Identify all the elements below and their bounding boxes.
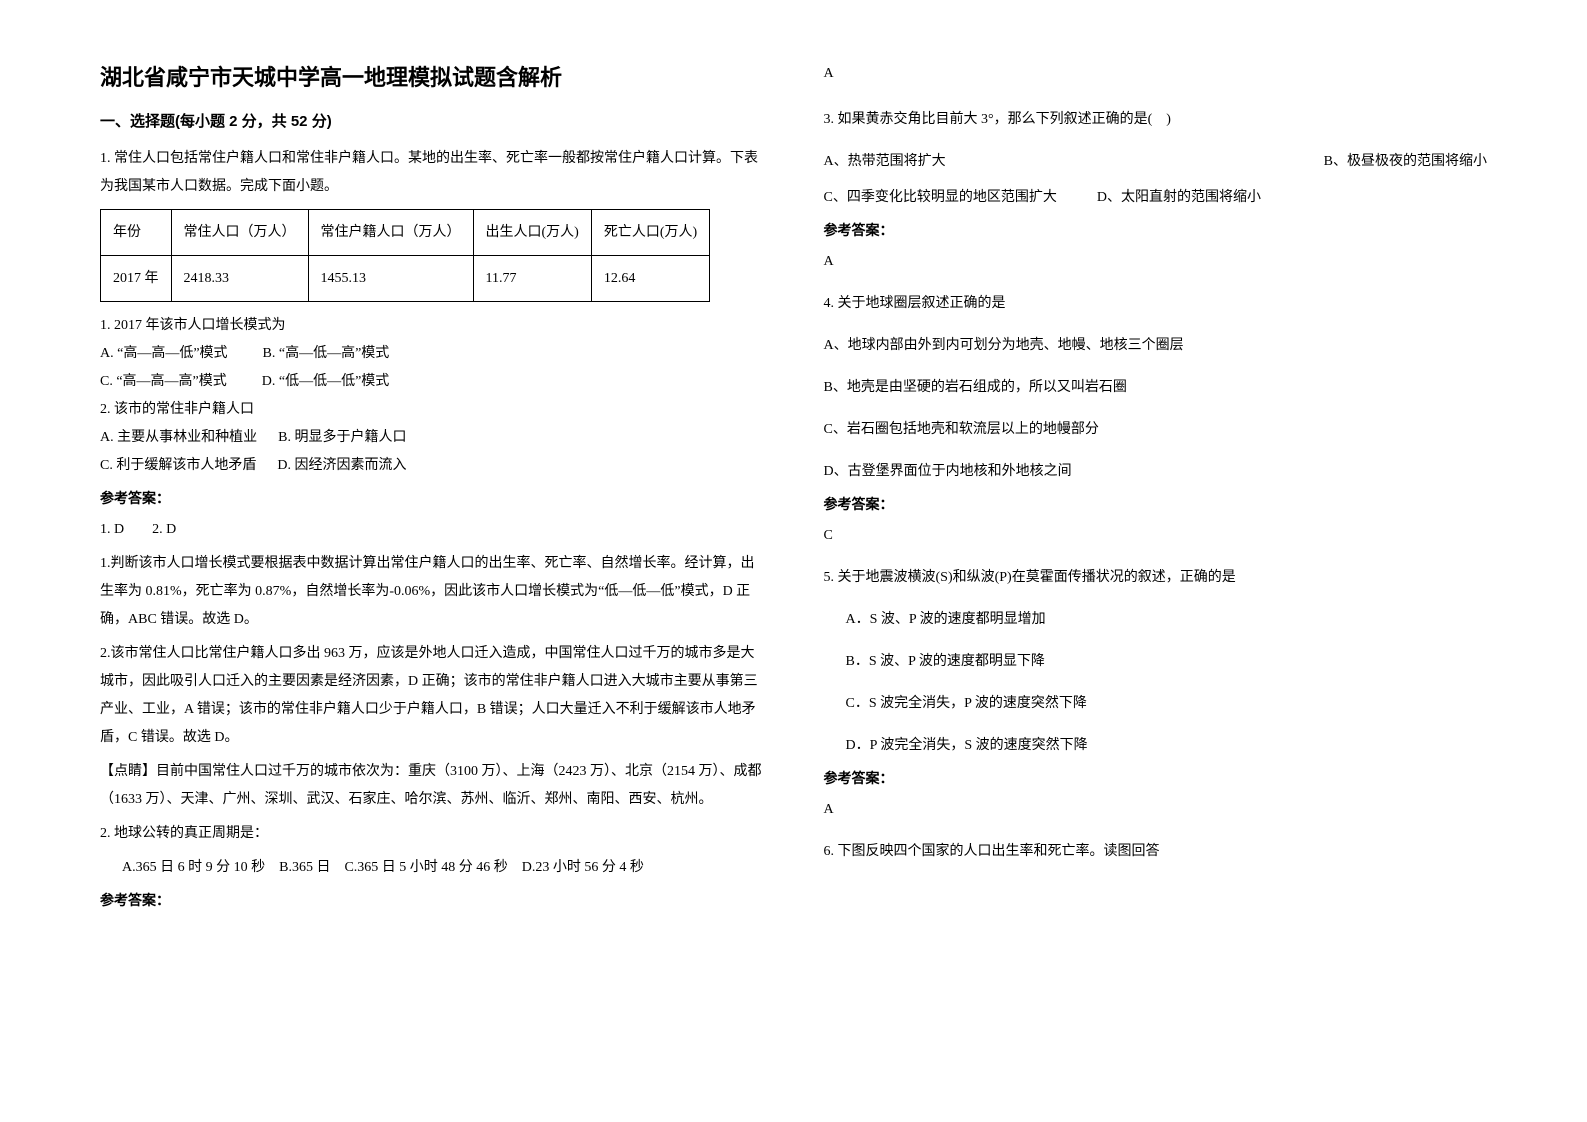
q4-opt-a: A、地球内部由外到内可划分为地壳、地幔、地核三个圈层 xyxy=(824,332,1488,360)
table-row-cell: 1455.13 xyxy=(308,256,473,302)
answer-heading: 参考答案： xyxy=(824,494,1488,514)
table-header: 年份 xyxy=(101,210,172,256)
answer-heading: 参考答案： xyxy=(824,220,1488,240)
table-header: 死亡人口(万人) xyxy=(591,210,709,256)
q1-sub2-stem: 2. 该市的常住非户籍人口 xyxy=(100,396,764,424)
q2-stem: 2. 地球公转的真正周期是： xyxy=(100,820,764,848)
answer-heading: 参考答案： xyxy=(824,768,1488,788)
q5-opt-c: C．S 波完全消失，P 波的速度突然下降 xyxy=(824,690,1488,718)
q1-answer: 1. D 2. D xyxy=(100,516,764,544)
q1-sub2-opt-b: B. 明显多于户籍人口 xyxy=(278,430,406,445)
table-row-cell: 2017 年 xyxy=(101,256,172,302)
q1-sub1-opt-c: C. “高—高—高”模式 xyxy=(100,374,227,389)
section-header: 一、选择题(每小题 2 分，共 52 分) xyxy=(100,110,764,131)
q1-sub1-opt-b: B. “高—低—高”模式 xyxy=(263,346,390,361)
q3-opt-b: B、极昼极夜的范围将缩小 xyxy=(1324,148,1487,176)
q1-sub2-opt-c: C. 利于缓解该市人地矛盾 xyxy=(100,458,256,473)
q1-tip: 【点睛】目前中国常住人口过千万的城市依次为：重庆（3100 万）、上海（2423… xyxy=(100,758,764,814)
q1-sub2-opt-d: D. 因经济因素而流入 xyxy=(277,458,406,473)
q5-opt-d: D．P 波完全消失，S 波的速度突然下降 xyxy=(824,732,1488,760)
q1-sub1-opt-d: D. “低—低—低”模式 xyxy=(262,374,390,389)
table-header: 常住人口（万人） xyxy=(171,210,308,256)
q6-stem: 6. 下图反映四个国家的人口出生率和死亡率。读图回答 xyxy=(824,838,1488,866)
q1-stem: 1. 常住人口包括常住户籍人口和常住非户籍人口。某地的出生率、死亡率一般都按常住… xyxy=(100,145,764,201)
table-header: 出生人口(万人) xyxy=(473,210,591,256)
q3-opt-d: D、太阳直射的范围将缩小 xyxy=(1097,184,1261,212)
page-title: 湖北省咸宁市天城中学高一地理模拟试题含解析 xyxy=(100,60,764,92)
q3-opt-a: A、热带范围将扩大 xyxy=(824,148,946,176)
q1-explain1: 1.判断该市人口增长模式要根据表中数据计算出常住户籍人口的出生率、死亡率、自然增… xyxy=(100,550,764,634)
q1-sub1-opt-a: A. “高—高—低”模式 xyxy=(100,346,228,361)
q4-opt-c: C、岩石圈包括地壳和软流层以上的地幔部分 xyxy=(824,416,1488,444)
q4-opt-d: D、古登堡界面位于内地核和外地核之间 xyxy=(824,458,1488,486)
table-header: 常住户籍人口（万人） xyxy=(308,210,473,256)
answer-heading: 参考答案： xyxy=(100,890,764,910)
q5-opt-a: A．S 波、P 波的速度都明显增加 xyxy=(824,606,1488,634)
answer-heading: 参考答案： xyxy=(100,488,764,508)
q5-answer: A xyxy=(824,796,1488,824)
q4-answer: C xyxy=(824,522,1488,550)
q2-answer: A xyxy=(824,60,1488,88)
q4-opt-b: B、地壳是由坚硬的岩石组成的，所以又叫岩石圈 xyxy=(824,374,1488,402)
q3-stem: 3. 如果黄赤交角比目前大 3°，那么下列叙述正确的是( ) xyxy=(824,106,1488,134)
table-row-cell: 11.77 xyxy=(473,256,591,302)
q5-stem: 5. 关于地震波横波(S)和纵波(P)在莫霍面传播状况的叙述，正确的是 xyxy=(824,564,1488,592)
q1-sub1-stem: 1. 2017 年该市人口增长模式为 xyxy=(100,312,764,340)
q3-opt-c: C、四季变化比较明显的地区范围扩大 xyxy=(824,184,1057,212)
q2-opts: A.365 日 6 时 9 分 10 秒 B.365 日 C.365 日 5 小… xyxy=(100,854,764,882)
q3-answer: A xyxy=(824,248,1488,276)
q1-sub2-opt-a: A. 主要从事林业和种植业 xyxy=(100,430,257,445)
q1-explain2: 2.该市常住人口比常住户籍人口多出 963 万，应该是外地人口迁入造成，中国常住… xyxy=(100,640,764,752)
q4-stem: 4. 关于地球圈层叙述正确的是 xyxy=(824,290,1488,318)
table-row-cell: 12.64 xyxy=(591,256,709,302)
q5-opt-b: B．S 波、P 波的速度都明显下降 xyxy=(824,648,1488,676)
q1-table: 年份 常住人口（万人） 常住户籍人口（万人） 出生人口(万人) 死亡人口(万人)… xyxy=(100,209,710,302)
table-row-cell: 2418.33 xyxy=(171,256,308,302)
